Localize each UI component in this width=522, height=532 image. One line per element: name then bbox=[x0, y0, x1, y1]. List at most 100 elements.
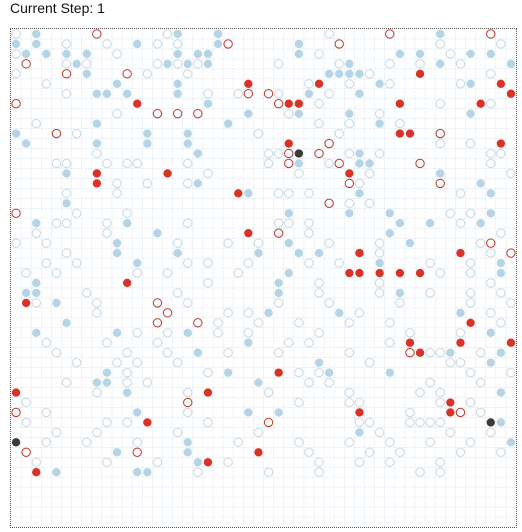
cell-blue-hollow[interactable] bbox=[122, 348, 132, 358]
cell-blue-hollow[interactable] bbox=[263, 467, 274, 477]
cell-blue-hollow[interactable] bbox=[102, 39, 112, 49]
cell-blue-hollow[interactable] bbox=[334, 128, 344, 139]
cell-blue-filled[interactable] bbox=[133, 408, 142, 417]
cell-blue-filled[interactable] bbox=[173, 49, 182, 59]
cell-red-hollow[interactable] bbox=[132, 447, 142, 457]
cell-blue-hollow[interactable] bbox=[496, 228, 506, 238]
cell-blue-hollow[interactable] bbox=[374, 427, 385, 438]
cell-blue-filled[interactable] bbox=[496, 388, 506, 397]
cell-red-hollow[interactable] bbox=[284, 158, 294, 169]
cell-dark-filled[interactable] bbox=[11, 438, 21, 447]
cell-blue-hollow[interactable] bbox=[465, 268, 476, 278]
cell-blue-hollow[interactable] bbox=[71, 258, 82, 268]
cell-blue-filled[interactable] bbox=[82, 69, 91, 78]
cell-blue-hollow[interactable] bbox=[152, 59, 163, 69]
cell-blue-hollow[interactable] bbox=[374, 248, 385, 258]
cell-blue-filled[interactable] bbox=[62, 199, 71, 208]
cell-blue-hollow[interactable] bbox=[445, 49, 456, 59]
cell-red-hollow[interactable] bbox=[284, 148, 294, 159]
cell-blue-hollow[interactable] bbox=[496, 148, 506, 159]
cell-blue-filled[interactable] bbox=[193, 458, 203, 467]
cell-blue-hollow[interactable] bbox=[364, 357, 375, 368]
cell-red-hollow[interactable] bbox=[334, 39, 344, 49]
cell-blue-hollow[interactable] bbox=[465, 298, 476, 308]
cell-blue-filled[interactable] bbox=[112, 448, 122, 457]
cell-blue-hollow[interactable] bbox=[385, 437, 395, 448]
cell-blue-hollow[interactable] bbox=[112, 188, 122, 199]
cell-red-hollow[interactable] bbox=[263, 89, 274, 99]
cell-blue-hollow[interactable] bbox=[31, 228, 41, 238]
cell-red-filled[interactable] bbox=[496, 139, 506, 148]
cell-blue-filled[interactable] bbox=[112, 238, 122, 248]
cell-blue-hollow[interactable] bbox=[385, 457, 395, 467]
cell-blue-hollow[interactable] bbox=[183, 178, 193, 189]
cell-blue-hollow[interactable] bbox=[41, 79, 52, 89]
cell-blue-hollow[interactable] bbox=[51, 218, 62, 228]
cell-blue-hollow[interactable] bbox=[294, 168, 304, 179]
cell-blue-filled[interactable] bbox=[395, 219, 405, 228]
cell-blue-hollow[interactable] bbox=[435, 268, 445, 278]
cell-blue-hollow[interactable] bbox=[475, 377, 486, 388]
cell-blue-filled[interactable] bbox=[456, 308, 465, 318]
cell-blue-hollow[interactable] bbox=[223, 238, 233, 248]
cell-blue-hollow[interactable] bbox=[203, 258, 213, 268]
cell-blue-hollow[interactable] bbox=[82, 437, 92, 448]
cell-blue-hollow[interactable] bbox=[314, 288, 324, 298]
cell-red-filled[interactable] bbox=[203, 388, 213, 397]
cell-blue-filled[interactable] bbox=[244, 109, 253, 118]
cell-blue-hollow[interactable] bbox=[486, 99, 496, 109]
cell-blue-hollow[interactable] bbox=[374, 278, 385, 288]
cell-red-hollow[interactable] bbox=[193, 318, 203, 328]
cell-red-hollow[interactable] bbox=[243, 89, 254, 99]
cell-blue-hollow[interactable] bbox=[142, 178, 153, 189]
cell-blue-hollow[interactable] bbox=[324, 29, 334, 39]
cell-red-filled[interactable] bbox=[143, 418, 152, 427]
cell-blue-filled[interactable] bbox=[92, 89, 102, 98]
cell-red-hollow[interactable] bbox=[11, 99, 21, 109]
cell-blue-hollow[interactable] bbox=[61, 158, 72, 169]
cell-blue-hollow[interactable] bbox=[465, 288, 476, 298]
cell-blue-filled[interactable] bbox=[193, 149, 203, 158]
cell-blue-filled[interactable] bbox=[11, 39, 21, 49]
cell-blue-filled[interactable] bbox=[345, 109, 354, 118]
cell-blue-hollow[interactable] bbox=[486, 248, 496, 258]
cell-blue-filled[interactable] bbox=[274, 278, 283, 288]
cell-red-hollow[interactable] bbox=[435, 178, 445, 189]
cell-blue-hollow[interactable] bbox=[304, 377, 314, 388]
cell-red-filled[interactable] bbox=[506, 89, 516, 98]
cell-blue-hollow[interactable] bbox=[162, 348, 173, 358]
cell-blue-filled[interactable] bbox=[32, 288, 41, 298]
cell-red-filled[interactable] bbox=[122, 278, 132, 288]
cell-blue-hollow[interactable] bbox=[314, 99, 324, 109]
cell-red-hollow[interactable] bbox=[21, 59, 31, 69]
cell-blue-hollow[interactable] bbox=[425, 348, 435, 358]
cell-blue-filled[interactable] bbox=[21, 139, 31, 148]
cell-blue-hollow[interactable] bbox=[344, 198, 355, 208]
cell-blue-filled[interactable] bbox=[496, 268, 506, 278]
cell-red-filled[interactable] bbox=[163, 169, 172, 178]
cell-blue-filled[interactable] bbox=[122, 388, 132, 397]
cell-blue-filled[interactable] bbox=[183, 328, 192, 337]
cell-blue-filled[interactable] bbox=[92, 378, 102, 387]
cell-blue-hollow[interactable] bbox=[102, 338, 112, 348]
cell-blue-hollow[interactable] bbox=[445, 357, 456, 368]
cell-red-filled[interactable] bbox=[456, 338, 465, 347]
cell-blue-hollow[interactable] bbox=[435, 457, 445, 467]
cell-blue-hollow[interactable] bbox=[92, 148, 102, 159]
cell-blue-hollow[interactable] bbox=[425, 288, 435, 298]
cell-blue-hollow[interactable] bbox=[31, 298, 41, 308]
cell-blue-hollow[interactable] bbox=[172, 427, 183, 438]
cell-blue-hollow[interactable] bbox=[61, 188, 72, 199]
cell-blue-hollow[interactable] bbox=[324, 89, 334, 99]
cell-blue-filled[interactable] bbox=[62, 49, 71, 59]
cell-blue-hollow[interactable] bbox=[475, 407, 486, 418]
cell-red-hollow[interactable] bbox=[324, 138, 334, 149]
cell-blue-filled[interactable] bbox=[294, 39, 304, 49]
cell-blue-hollow[interactable] bbox=[425, 258, 435, 268]
cell-blue-filled[interactable] bbox=[92, 139, 102, 148]
cell-blue-hollow[interactable] bbox=[374, 288, 385, 298]
cell-blue-filled[interactable] bbox=[274, 288, 283, 298]
cell-blue-hollow[interactable] bbox=[162, 268, 173, 278]
cell-blue-filled[interactable] bbox=[223, 368, 233, 377]
cell-blue-hollow[interactable] bbox=[294, 318, 304, 328]
